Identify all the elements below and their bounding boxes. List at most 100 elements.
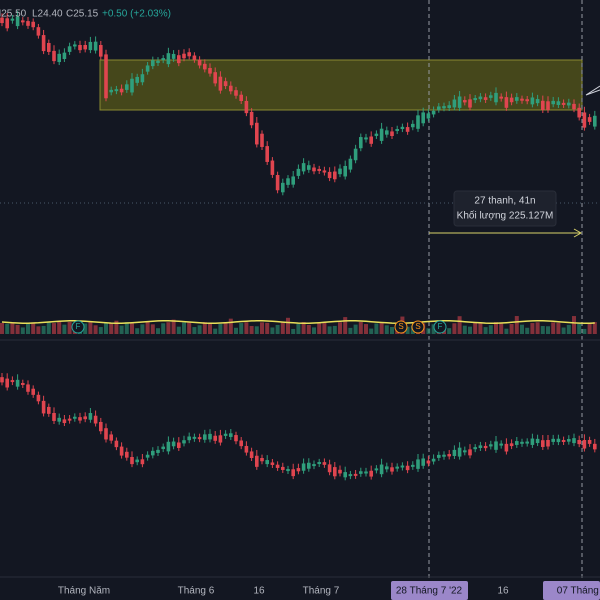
volume-bar bbox=[592, 322, 597, 334]
candle-body bbox=[385, 466, 389, 470]
candle-body bbox=[400, 126, 405, 130]
volume-bar bbox=[374, 323, 379, 334]
candle-body bbox=[249, 451, 254, 458]
candle-body bbox=[270, 160, 275, 175]
tooltip-bars: 27 thanh, 41n bbox=[474, 196, 535, 207]
x-axis-highlight bbox=[543, 581, 600, 600]
candle-body bbox=[260, 133, 264, 147]
candle-body bbox=[104, 428, 108, 440]
candle-body bbox=[556, 101, 561, 105]
volume-bar bbox=[57, 321, 62, 334]
volume-bar bbox=[452, 323, 457, 334]
volume-bar bbox=[218, 324, 223, 334]
candle-body bbox=[483, 445, 488, 449]
candle-body bbox=[374, 133, 379, 136]
candle-body bbox=[421, 112, 425, 124]
candle-body bbox=[431, 110, 436, 115]
candle-body bbox=[119, 446, 124, 456]
volume-bar bbox=[473, 322, 478, 334]
candle-body bbox=[577, 107, 581, 118]
candle-body bbox=[41, 400, 46, 414]
candle-body bbox=[255, 455, 259, 467]
volume-bar bbox=[166, 322, 171, 334]
candle-body bbox=[504, 97, 509, 108]
candle-body bbox=[327, 464, 332, 473]
candle-body bbox=[93, 415, 98, 424]
volume-bar bbox=[582, 328, 587, 334]
candle-body bbox=[47, 42, 51, 52]
candle-body bbox=[327, 171, 332, 179]
volume-bar bbox=[561, 327, 566, 334]
candles bbox=[0, 10, 597, 481]
candle-body bbox=[73, 416, 77, 419]
candle-body bbox=[192, 436, 197, 439]
candle-body bbox=[520, 441, 524, 444]
volume-bar bbox=[306, 324, 311, 334]
candle-body bbox=[442, 106, 446, 109]
candle-body bbox=[333, 171, 337, 180]
volume-bar bbox=[390, 327, 394, 334]
candle-body bbox=[119, 88, 124, 93]
volume-bar bbox=[10, 322, 15, 334]
candle-body bbox=[452, 449, 457, 456]
volume-bar bbox=[301, 322, 306, 334]
candle-body bbox=[291, 469, 295, 477]
candle-body bbox=[452, 99, 457, 108]
candle-body bbox=[0, 17, 4, 24]
volume-bar bbox=[348, 327, 353, 334]
volume-bar bbox=[556, 322, 561, 334]
header-high: H25.50 bbox=[0, 9, 27, 20]
candle-body bbox=[333, 467, 337, 477]
candle-body bbox=[275, 464, 280, 468]
candle-body bbox=[525, 99, 529, 102]
x-axis-highlight bbox=[391, 581, 468, 600]
candle-body bbox=[348, 158, 353, 170]
candle-body bbox=[109, 434, 113, 441]
candle-body bbox=[125, 451, 129, 458]
candle-body bbox=[546, 101, 550, 110]
candle-body bbox=[411, 123, 415, 128]
volume-bar bbox=[67, 322, 72, 334]
candle-body bbox=[67, 46, 72, 52]
candle-body bbox=[286, 178, 290, 185]
volume-bar bbox=[223, 322, 228, 334]
candle-body bbox=[145, 454, 150, 458]
candle-body bbox=[582, 112, 587, 128]
volume-bar bbox=[494, 322, 498, 334]
volume-bar bbox=[364, 324, 368, 334]
candle-body bbox=[520, 98, 524, 101]
candle-body bbox=[312, 167, 316, 172]
candle-body bbox=[395, 129, 399, 132]
candle-body bbox=[213, 435, 217, 441]
candle-body bbox=[140, 74, 145, 83]
candle-body bbox=[41, 35, 46, 52]
volume-bar bbox=[499, 323, 504, 334]
candle-body bbox=[437, 106, 441, 110]
volume-bar bbox=[5, 323, 10, 334]
candle-body bbox=[21, 20, 25, 23]
volume-bar bbox=[462, 325, 467, 334]
candle-body bbox=[291, 176, 295, 185]
candle-body bbox=[244, 445, 249, 453]
candle-body bbox=[265, 460, 269, 465]
candle-body bbox=[10, 380, 15, 383]
candle-body bbox=[78, 417, 82, 421]
candle-body bbox=[145, 65, 150, 72]
candle-body bbox=[312, 464, 316, 467]
candle-body bbox=[10, 18, 15, 21]
header-change: +0.50 (+2.03%) bbox=[102, 9, 171, 20]
volume-bar bbox=[338, 322, 342, 334]
candle-body bbox=[385, 130, 389, 135]
candle-body bbox=[317, 462, 321, 465]
candle-body bbox=[5, 378, 9, 388]
volume-bar bbox=[457, 316, 462, 334]
candle-body bbox=[301, 163, 306, 172]
candle-body bbox=[426, 460, 431, 464]
volume-bar bbox=[52, 323, 56, 334]
candle-body bbox=[234, 90, 238, 96]
candle-body bbox=[343, 165, 347, 177]
candle-body bbox=[353, 473, 358, 476]
volume-bar bbox=[140, 324, 145, 334]
candle-body bbox=[218, 435, 223, 443]
candle-body bbox=[489, 95, 493, 98]
